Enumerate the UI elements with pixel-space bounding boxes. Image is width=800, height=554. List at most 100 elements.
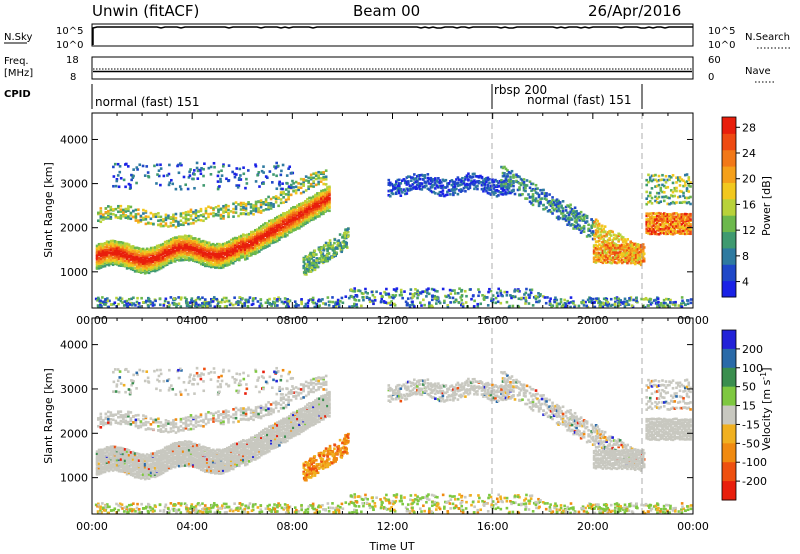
echo-cell — [396, 186, 400, 190]
echo-cell — [327, 304, 331, 307]
echo-cell — [495, 188, 499, 192]
echo-cell — [448, 296, 452, 299]
echo-cell — [268, 223, 271, 226]
echo-cell — [652, 215, 656, 219]
echo-cell — [368, 300, 372, 304]
echo-cell — [315, 259, 318, 262]
echo-cell — [241, 237, 245, 240]
echo-cell — [199, 256, 203, 260]
echo-cell — [157, 244, 161, 247]
echo-cell — [560, 206, 563, 209]
echo-cell — [220, 298, 224, 302]
echo-cell — [380, 297, 384, 301]
echo-cell — [596, 226, 599, 230]
echo-cell — [195, 256, 199, 260]
echo-cell — [680, 225, 684, 228]
echo-cell — [661, 229, 664, 232]
echo-cell — [300, 202, 303, 206]
echo-cell — [635, 296, 638, 300]
echo-cell — [288, 221, 291, 224]
echo-cell — [280, 228, 283, 232]
echo-cell — [132, 296, 135, 300]
echo-cell — [633, 254, 636, 258]
echo-cell — [650, 227, 654, 231]
echo-cell — [657, 300, 660, 304]
echo-cell — [512, 173, 515, 177]
echo-cell — [276, 298, 279, 301]
echo-cell — [155, 260, 159, 264]
echo-cell — [530, 202, 533, 205]
echo-cell — [659, 186, 663, 190]
echo-cell — [109, 447, 113, 451]
echo-cell — [244, 207, 248, 210]
colorbar-swatch — [722, 247, 736, 265]
echo-cell — [666, 229, 670, 232]
echo-cell — [669, 175, 673, 179]
echo-cell — [213, 248, 217, 252]
echo-cell — [534, 187, 538, 191]
echo-cell — [155, 248, 159, 252]
echo-cell — [119, 258, 123, 262]
echo-cell — [441, 184, 445, 188]
echo-cell — [661, 178, 664, 181]
echo-cell — [431, 185, 434, 189]
echo-cell — [664, 301, 667, 305]
echo-cell — [142, 216, 145, 220]
echo-cell — [567, 220, 571, 224]
echo-cell — [517, 297, 521, 301]
echo-cell — [320, 192, 323, 195]
echo-cell — [531, 199, 535, 203]
nsky-trace — [92, 26, 693, 45]
echo-cell — [161, 245, 165, 249]
echo-cell — [123, 248, 127, 251]
echo-cell — [287, 193, 290, 196]
echo-cell — [681, 299, 684, 303]
echo-cell — [441, 186, 445, 189]
echo-cell — [112, 212, 115, 216]
echo-cell — [590, 231, 593, 235]
echo-cell — [371, 293, 375, 297]
echo-cell — [290, 216, 293, 220]
echo-cell — [413, 181, 416, 185]
echo-cell — [413, 305, 416, 308]
echo-cell — [161, 259, 165, 263]
echo-cell — [279, 187, 283, 191]
echo-cell — [689, 228, 692, 231]
echo-cell — [96, 304, 100, 307]
echo-cell — [428, 177, 431, 181]
echo-cell — [237, 254, 241, 258]
echo-cell — [235, 243, 239, 246]
echo-cell — [588, 229, 592, 232]
echo-cell — [447, 181, 451, 185]
echo-cell — [201, 245, 205, 248]
echo-cell — [101, 244, 105, 248]
echo-cell — [498, 190, 502, 194]
echo-cell — [639, 263, 643, 267]
echo-cell — [455, 187, 458, 191]
echo-cell — [181, 258, 185, 262]
echo-cell — [295, 302, 298, 306]
echo-cell — [545, 192, 548, 195]
echo-cell — [123, 300, 127, 303]
echo-cell — [419, 184, 422, 188]
echo-cell — [256, 232, 259, 235]
echo-cell — [606, 260, 610, 264]
echo-cell — [666, 215, 670, 218]
echo-cell — [430, 294, 434, 298]
echo-cell — [247, 202, 250, 206]
echo-cell — [157, 253, 161, 257]
echo-cell — [510, 183, 514, 187]
echo-cell — [603, 240, 607, 243]
echo-cell — [131, 303, 134, 307]
echo-cell — [159, 266, 163, 270]
echo-cell — [239, 237, 243, 240]
echo-cell — [485, 176, 488, 180]
echo-cell — [507, 183, 511, 187]
echo-cell — [549, 302, 552, 306]
echo-cell — [143, 263, 147, 267]
echo-cell — [328, 185, 331, 189]
echo-cell — [678, 214, 682, 218]
echo-cell — [119, 257, 123, 260]
echo-cell — [459, 183, 463, 186]
